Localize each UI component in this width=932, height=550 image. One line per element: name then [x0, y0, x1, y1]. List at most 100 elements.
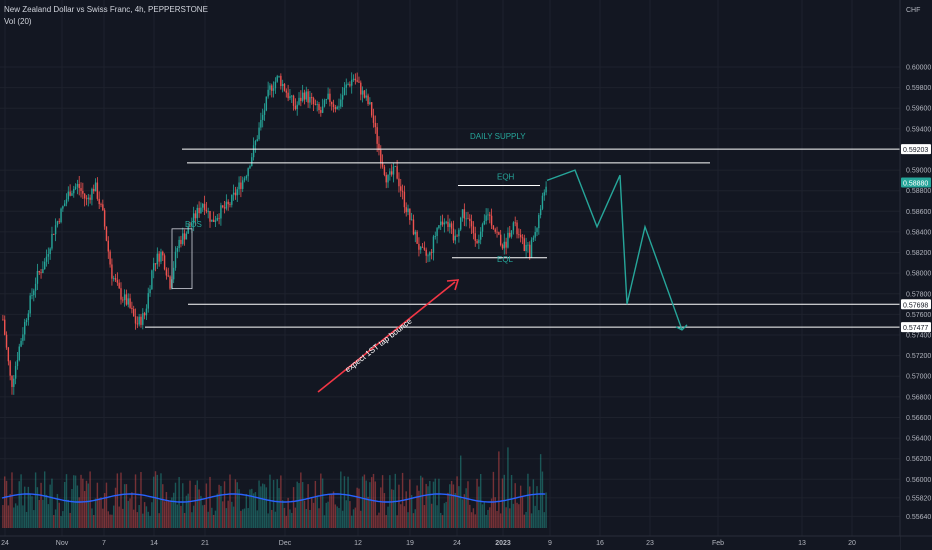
- volume-bar: [378, 512, 380, 528]
- candle-body: [162, 251, 164, 256]
- candle-body: [89, 197, 91, 200]
- candle-body: [62, 206, 64, 209]
- volume-bar: [11, 472, 13, 528]
- volume-bar: [154, 471, 157, 528]
- candle-body: [147, 293, 149, 309]
- volume-bar: [427, 486, 429, 528]
- volume-bar: [523, 514, 525, 528]
- volume-bar: [374, 481, 377, 528]
- candle-body: [289, 96, 291, 99]
- candle-body: [251, 157, 253, 166]
- volume-bar: [20, 474, 22, 528]
- volume-bar: [476, 478, 478, 528]
- volume-bar: [438, 478, 440, 528]
- volume-bar: [125, 484, 128, 528]
- candle-body: [163, 255, 166, 270]
- candle-body: [176, 248, 179, 252]
- candle-body: [185, 233, 188, 240]
- volume-bar: [156, 474, 159, 528]
- volume-bar: [69, 512, 71, 528]
- time-axis[interactable]: [0, 536, 900, 550]
- candle-body: [456, 235, 458, 237]
- volume-bar: [336, 506, 338, 528]
- volume-bar: [301, 482, 304, 528]
- candle-body: [349, 84, 351, 86]
- y-tick-label: 0.57400: [906, 333, 931, 340]
- candle-body: [352, 78, 355, 80]
- volume-bar: [238, 489, 240, 528]
- volume-bar: [534, 505, 536, 528]
- volume-bar: [376, 515, 378, 528]
- x-tick-label: 24: [453, 540, 461, 547]
- volume-bar: [76, 485, 79, 528]
- volume-bar: [109, 514, 111, 528]
- candle-body: [490, 215, 493, 226]
- volume-bar: [91, 508, 93, 528]
- volume-bar: [165, 492, 168, 528]
- candle-body: [294, 105, 297, 110]
- candle-body: [538, 215, 540, 229]
- candle-body: [27, 313, 30, 321]
- volume-bar: [298, 483, 300, 528]
- candle-body: [14, 366, 17, 379]
- volume-bar: [294, 507, 297, 528]
- price-badge: [901, 177, 931, 188]
- volume-bar: [63, 481, 66, 528]
- volume-bar: [182, 483, 184, 528]
- candle-body: [410, 219, 413, 221]
- volume-bar: [365, 480, 367, 528]
- candle-body: [309, 97, 311, 103]
- bos-box: [171, 228, 193, 290]
- volume-bar: [116, 473, 119, 528]
- price-badge: [901, 322, 931, 333]
- candle-body: [91, 188, 93, 200]
- candle-body: [258, 127, 260, 140]
- x-tick-label: 23: [646, 540, 654, 547]
- candle-body: [56, 221, 59, 226]
- y-tick-label: 0.59400: [906, 126, 931, 133]
- volume-bar: [410, 495, 413, 528]
- volume-bar: [145, 506, 148, 528]
- volume-bar: [120, 472, 122, 528]
- candle-body: [292, 95, 295, 106]
- volume-bar: [443, 503, 446, 528]
- candle-body: [441, 221, 444, 225]
- candle-body: [389, 171, 391, 175]
- volume-bar: [338, 508, 340, 528]
- price-axis[interactable]: [900, 0, 932, 550]
- volume-bar: [312, 502, 315, 528]
- candle-body: [507, 232, 509, 248]
- volume-bar: [227, 500, 229, 528]
- candle-body: [36, 271, 39, 284]
- y-tick-label: 0.56000: [906, 477, 931, 484]
- annotation-label-2: EQL: [497, 255, 514, 264]
- y-tick-label: 0.55640: [906, 514, 931, 521]
- volume-bar: [507, 447, 509, 528]
- candle-body: [260, 119, 262, 128]
- candle-body: [519, 234, 522, 238]
- volume-bar: [189, 480, 191, 528]
- candle-body: [5, 334, 8, 348]
- volume-bar: [78, 497, 80, 528]
- volume-bar: [492, 471, 495, 528]
- volume-bar: [296, 481, 298, 528]
- candle-body: [189, 226, 191, 228]
- candle-body: [172, 267, 175, 280]
- volume-bar: [105, 482, 108, 528]
- volume-bar: [303, 500, 306, 528]
- candle-body: [527, 244, 529, 246]
- volume-bar: [36, 487, 39, 528]
- candle-body: [429, 252, 431, 256]
- volume-bar: [321, 478, 324, 528]
- candle-body: [16, 360, 19, 367]
- candle-body: [111, 264, 113, 279]
- volume-bar: [518, 504, 520, 528]
- candle-body: [474, 233, 476, 241]
- candle-body: [245, 176, 248, 179]
- volume-bar: [129, 498, 131, 528]
- candle-body: [416, 231, 418, 244]
- candle-body: [461, 209, 464, 218]
- volume-bar: [521, 496, 524, 528]
- volume-bar: [107, 511, 109, 528]
